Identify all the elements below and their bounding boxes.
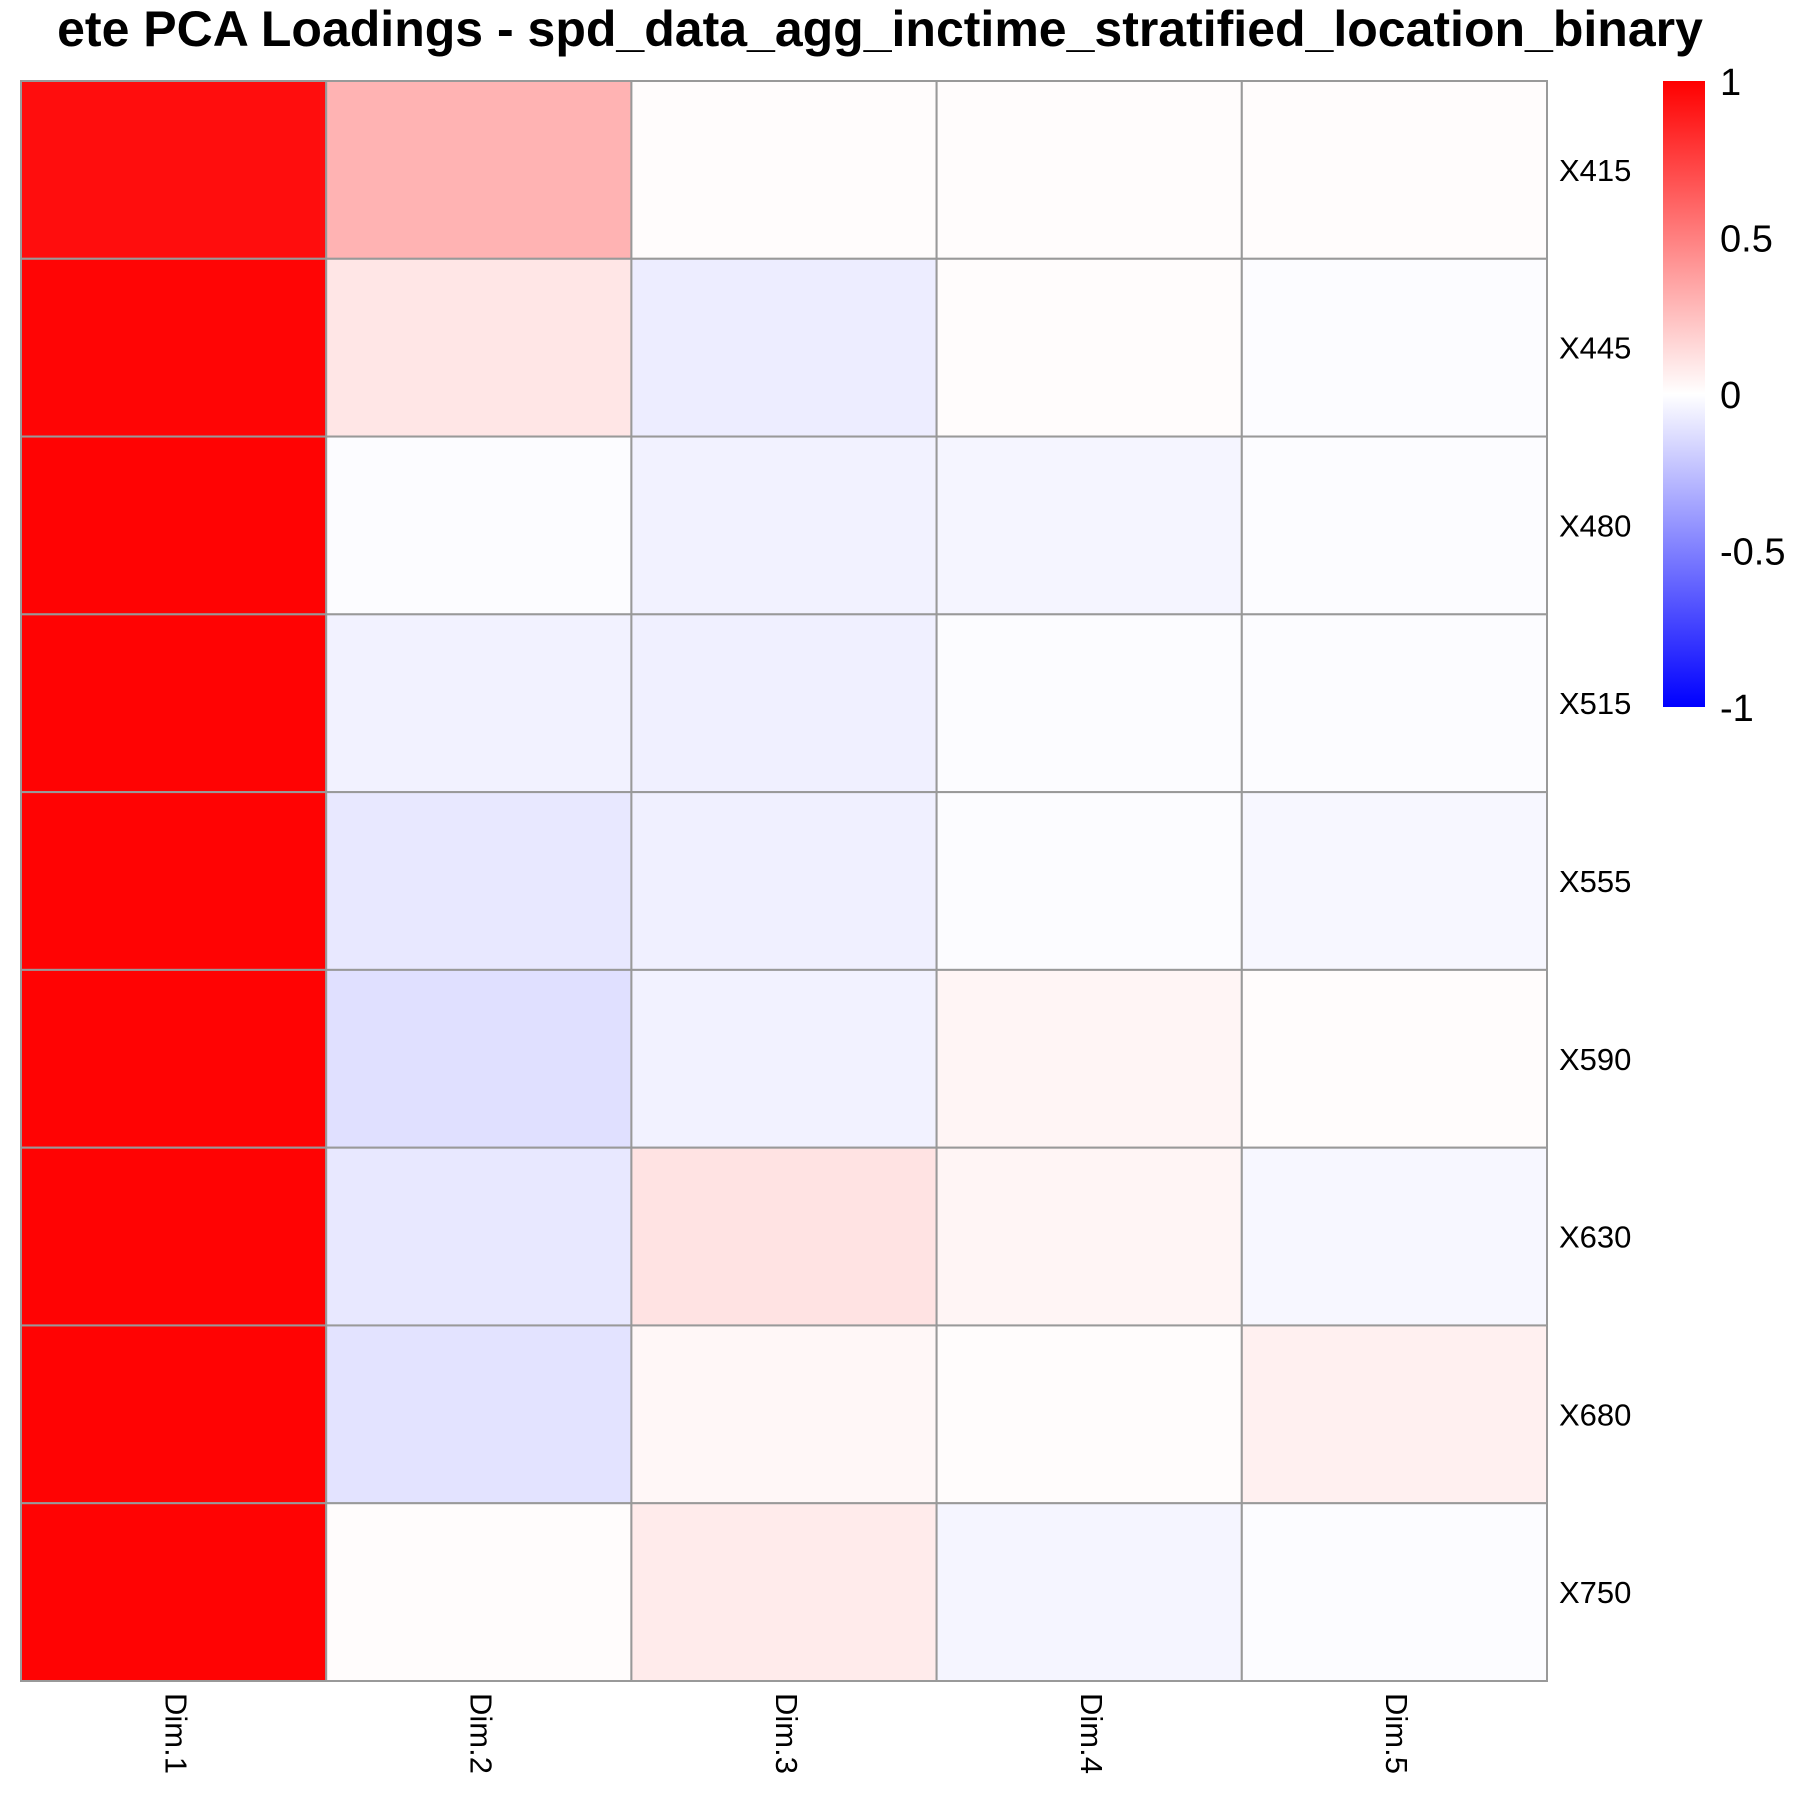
heatmap-cell (20, 80, 328, 260)
column-label: Dim.5 (1379, 1693, 1414, 1774)
chart-title: ete PCA Loadings - spd_data_agg_inctime_… (57, 1, 1703, 57)
heatmap-cell (325, 257, 633, 438)
heatmap-cells (20, 80, 1549, 1682)
column-label: Dim.3 (769, 1693, 804, 1774)
column-label: Dim.2 (464, 1693, 499, 1774)
legend-tick-label: 0 (1720, 375, 1741, 417)
legend-tick-label: -1 (1720, 688, 1754, 730)
heatmap-cell (630, 1324, 938, 1505)
heatmap-cell (935, 257, 1243, 438)
heatmap-cell (20, 435, 328, 616)
heatmap-cell (630, 1146, 938, 1327)
heatmap-cell (20, 1502, 328, 1682)
heatmap-cell (1240, 791, 1549, 971)
heatmap-cell (935, 435, 1243, 616)
heatmap-cell (1240, 257, 1549, 438)
heatmap-cell (325, 613, 633, 794)
heatmap-cell (935, 1502, 1243, 1682)
heatmap-cell (935, 1324, 1243, 1505)
heatmap-cell (630, 791, 938, 971)
legend-color-bar (1663, 81, 1705, 707)
row-label: X680 (1559, 1397, 1631, 1432)
heatmap-cell (20, 257, 328, 438)
row-label: X555 (1559, 864, 1631, 899)
heatmap-cell (20, 968, 328, 1149)
heatmap-cell (20, 791, 328, 971)
heatmap-cell (935, 968, 1243, 1149)
row-label: X750 (1559, 1575, 1631, 1610)
heatmap-cell (325, 1324, 633, 1505)
heatmap-cell (1240, 1502, 1549, 1682)
heatmap-cell (325, 1502, 633, 1682)
heatmap-cell (325, 435, 633, 616)
row-labels: X415 X445 X480 X515 X555 X590 X630 X680 X750 (1559, 153, 1631, 1610)
heatmap-cell (1240, 1324, 1549, 1505)
legend-tick-label: 1 (1720, 62, 1741, 104)
heatmap-cell (20, 613, 328, 794)
heatmap-cell (1240, 1146, 1549, 1327)
heatmap-cell (1240, 435, 1549, 616)
heatmap-cell (630, 968, 938, 1149)
legend-tick-label: -0.5 (1720, 532, 1785, 574)
column-labels: Dim.1 Dim.2 Dim.3 Dim.4 Dim.5 (158, 1693, 1414, 1774)
row-label: X590 (1559, 1042, 1631, 1077)
row-label: X480 (1559, 508, 1631, 543)
column-label: Dim.4 (1074, 1693, 1109, 1774)
heatmap-cell (935, 1146, 1243, 1327)
heatmap-cell (935, 80, 1243, 260)
row-label: X515 (1559, 686, 1631, 721)
legend-tick-label: 0.5 (1720, 219, 1773, 261)
heatmap-cell (630, 80, 938, 260)
heatmap-cell (325, 968, 633, 1149)
heatmap-cell (630, 435, 938, 616)
row-label: X630 (1559, 1220, 1631, 1255)
heatmap-cell (630, 613, 938, 794)
heatmap-cell (1240, 80, 1549, 260)
heatmap-cell (935, 791, 1243, 971)
color-legend: 1 0.5 0 -0.5 -1 (1663, 62, 1785, 730)
row-label: X415 (1559, 153, 1631, 188)
heatmap-cell (630, 257, 938, 438)
row-label: X445 (1559, 331, 1631, 366)
heatmap-cell (1240, 613, 1549, 794)
heatmap-cell (20, 1146, 328, 1327)
column-label: Dim.1 (158, 1693, 193, 1774)
heatmap-cell (325, 1146, 633, 1327)
heatmap-cell (20, 1324, 328, 1505)
heatmap-cell (935, 613, 1243, 794)
heatmap-cell (325, 80, 633, 260)
heatmap-cell (325, 791, 633, 971)
heatmap-cell (630, 1502, 938, 1682)
heatmap-cell (1240, 968, 1549, 1149)
